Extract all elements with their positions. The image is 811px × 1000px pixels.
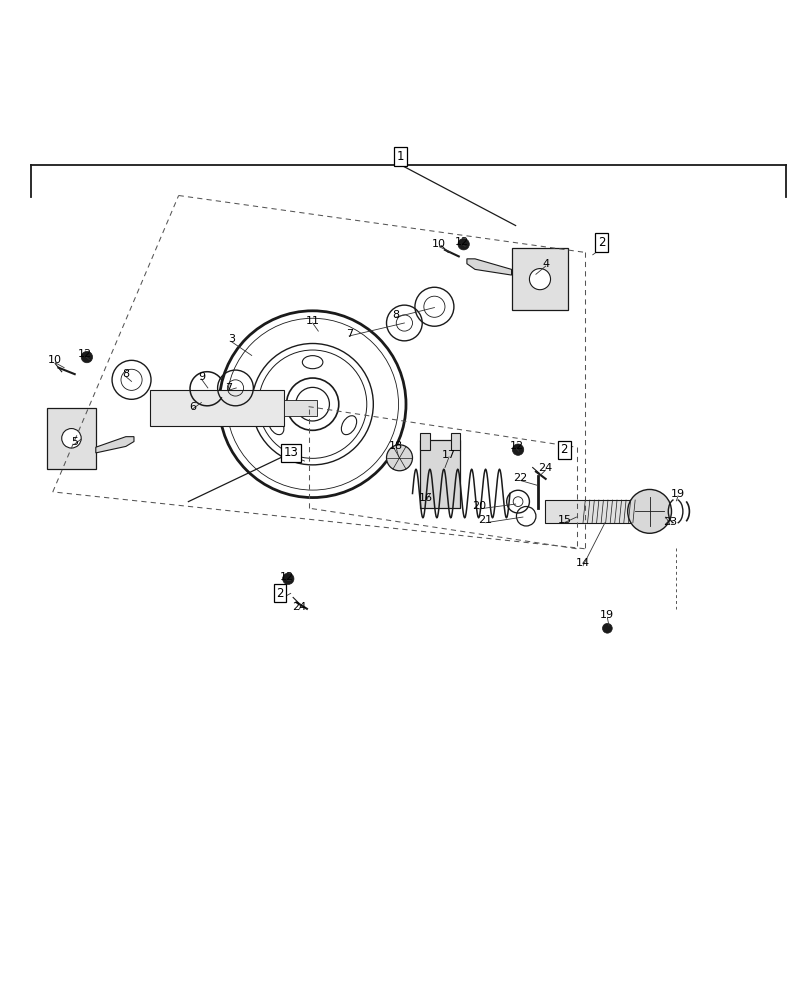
Text: 12: 12 (508, 441, 523, 451)
Text: 3: 3 (228, 334, 234, 344)
Bar (544, 500, 639, 523)
Circle shape (386, 445, 412, 471)
Circle shape (602, 623, 611, 633)
Circle shape (627, 489, 671, 533)
Text: 5: 5 (71, 437, 78, 447)
Text: 22: 22 (513, 473, 527, 483)
Ellipse shape (341, 416, 356, 435)
Text: 23: 23 (662, 517, 676, 527)
Circle shape (62, 429, 81, 448)
Circle shape (282, 573, 294, 584)
Text: 10: 10 (48, 355, 62, 365)
Circle shape (81, 351, 92, 363)
Text: 12: 12 (279, 572, 294, 582)
Text: 7: 7 (225, 383, 231, 393)
Ellipse shape (302, 356, 323, 369)
Polygon shape (466, 259, 511, 275)
Text: 8: 8 (392, 310, 398, 320)
Circle shape (457, 239, 469, 250)
Text: 18: 18 (388, 441, 403, 451)
Text: 4: 4 (542, 259, 548, 269)
Text: 19: 19 (599, 610, 614, 620)
Bar (450, 433, 460, 450)
Text: 8: 8 (122, 369, 129, 379)
Text: 15: 15 (556, 515, 571, 525)
Bar (47, 408, 96, 469)
Text: 24: 24 (291, 602, 306, 612)
Bar (419, 440, 460, 508)
Text: 17: 17 (441, 450, 456, 460)
Ellipse shape (268, 416, 284, 435)
Text: 12: 12 (454, 237, 469, 247)
Bar (150, 390, 284, 426)
Text: 2: 2 (276, 587, 284, 600)
Text: 19: 19 (670, 489, 684, 499)
Text: 9: 9 (198, 372, 204, 382)
Circle shape (295, 387, 329, 421)
Text: 11: 11 (305, 316, 320, 326)
Text: 20: 20 (471, 501, 486, 511)
Text: 6: 6 (189, 402, 195, 412)
Bar (511, 248, 568, 310)
Text: 2: 2 (560, 443, 568, 456)
Bar (284, 400, 316, 416)
Text: 13: 13 (283, 446, 298, 459)
Text: 2: 2 (597, 236, 605, 249)
Text: 16: 16 (418, 493, 433, 503)
Circle shape (529, 269, 550, 290)
Text: 12: 12 (78, 349, 92, 359)
Text: 14: 14 (575, 558, 590, 568)
Text: 21: 21 (478, 515, 492, 525)
Text: 24: 24 (538, 463, 552, 473)
Circle shape (512, 444, 523, 455)
Bar (419, 433, 429, 450)
Text: 1: 1 (396, 150, 404, 163)
Text: 10: 10 (431, 239, 446, 249)
Text: 7: 7 (345, 329, 352, 339)
Polygon shape (96, 437, 134, 453)
